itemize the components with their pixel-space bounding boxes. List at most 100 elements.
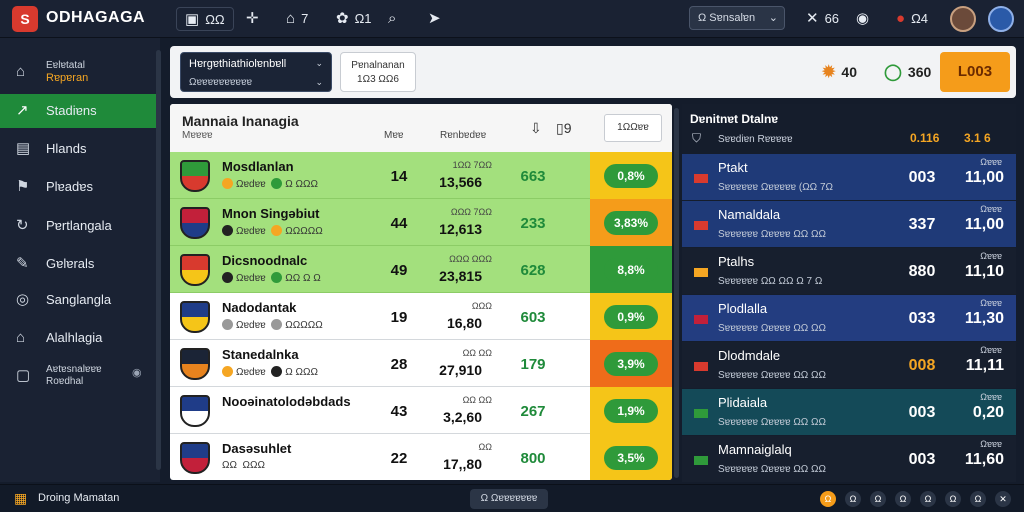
score-value: 800 xyxy=(520,450,546,467)
bell-icon: ● xyxy=(896,10,906,27)
table-row[interactable]: Stanedalnka Ωɐdɐɐ Ω ΩΩΩ 28 ΩΩ ΩΩ 27,910 … xyxy=(170,340,672,387)
percentage-cell: 0,8% xyxy=(590,152,672,199)
notifications-button[interactable]: ● Ω4 xyxy=(896,10,929,27)
sidebar-item-players[interactable]: ⚑ Plɐadɐs xyxy=(0,170,156,204)
add-button[interactable]: ✛ xyxy=(246,7,265,31)
period-button[interactable]: Pɐnalnanan 1Ω3 ΩΩ6 xyxy=(340,52,416,92)
team-name[interactable]: Mosdlanlan xyxy=(222,159,294,174)
percentage-cell: 3,5% xyxy=(590,434,672,480)
entry-value: 003 xyxy=(908,451,936,468)
table-row[interactable]: Dicsnoodnalc Ωɐdɐɐ ΩΩ Ω Ω 49 ΩΩΩ ΩΩΩ 23,… xyxy=(170,246,672,293)
column-header[interactable]: Mɐɐ xyxy=(384,130,404,141)
column-header[interactable]: Rɐnbɐdɐɐ xyxy=(440,130,487,141)
coin-icon xyxy=(222,272,233,283)
team-name[interactable]: Nadodantak xyxy=(222,300,297,315)
table-row[interactable]: Mnon Singəbiut Ωɐdɐɐ ΩΩΩΩΩ 44 ΩΩΩ 7ΩΩ 12… xyxy=(170,199,672,246)
points-value: 23,815 xyxy=(439,268,482,284)
primary-action-button[interactable]: L003 xyxy=(940,52,1010,92)
table-scrollbar[interactable] xyxy=(674,108,679,478)
search-button[interactable]: ⌕ xyxy=(388,7,402,31)
footer-action-icon[interactable]: Ω xyxy=(945,491,961,507)
home-button[interactable]: ⌂ 7 xyxy=(286,10,309,27)
footer-action-icon[interactable]: Ω xyxy=(845,491,861,507)
footer-action-icon[interactable]: ✕ xyxy=(995,491,1011,507)
score-value: 603 xyxy=(520,309,546,326)
sidebar-item-generals[interactable]: ✎ Gɐlɐrals xyxy=(0,247,156,281)
percentage-badge[interactable]: 1,9% xyxy=(604,399,658,423)
secondary-label: ΩΩ xyxy=(478,442,492,452)
sidebar-item-hands[interactable]: ▤ Hlands xyxy=(0,132,156,166)
footer-search-button[interactable]: Ω Ωɐɐɐɐɐɐɐ xyxy=(470,489,548,509)
percentage-badge[interactable]: 3,5% xyxy=(604,446,658,470)
sidebar-item-reports[interactable]: ⌂ Eɐlɐtatal Rɐpɐran xyxy=(0,52,156,92)
page-icon[interactable]: ▯9 xyxy=(556,120,572,136)
profile-avatar[interactable] xyxy=(988,6,1014,32)
matches-value: 28 xyxy=(390,356,408,373)
details-row[interactable]: Ptakt Sɐɐɐɐɐɐ Ωɐɐɐɐɐ (ΩΩ 7Ω 003 Ωɐɐɐ 11,… xyxy=(682,154,1016,200)
close-button[interactable]: ✕ 66 xyxy=(806,10,840,27)
table-subtitle: Mɐɐɐɐ xyxy=(182,130,213,141)
search-input[interactable]: Ω Sɐnsalɐn ⌄ xyxy=(689,6,785,30)
footer-action-icon[interactable]: Ω xyxy=(870,491,886,507)
footer-action-icon[interactable]: Ω xyxy=(970,491,986,507)
footer-bar: ▦ Droing Mamatan Ω Ωɐɐɐɐɐɐɐ Ω Ω Ω Ω Ω Ω Ω ✕ xyxy=(0,484,1024,512)
league-dropdown[interactable]: Hɐrgɐthiathiolɐnbɐll ⌄ Ωɐɐɐɐɐɐɐɐɐɐ ⌄ xyxy=(180,52,332,92)
entry-meta: Sɐɐɐɐɐɐ Ωɐɐɐɐ ΩΩ ΩΩ xyxy=(718,464,826,475)
sort-icon[interactable]: ⇩ xyxy=(530,120,542,136)
tools-icon: ✎ xyxy=(16,255,29,272)
details-row[interactable]: Dlodmdale Sɐɐɐɐɐɐ Ωɐɐɐɐ ΩΩ ΩΩ 008 Ωɐɐɐ 1… xyxy=(682,342,1016,388)
table-row[interactable]: Dasəsuhlet ΩΩ ΩΩΩ 22 ΩΩ 17,,80 800 3,5% xyxy=(170,434,672,480)
footer-action-icon[interactable]: Ω xyxy=(895,491,911,507)
footer-action-icon[interactable]: Ω xyxy=(820,491,836,507)
percentage-badge[interactable]: 0,9% xyxy=(604,305,658,329)
entry-name: Plodlalla xyxy=(718,301,768,316)
app-logo[interactable]: S xyxy=(12,6,38,32)
table-row[interactable]: Mosdlanlan Ωɐdɐɐ Ω ΩΩΩ 14 1ΩΩ 7ΩΩ 13,566… xyxy=(170,152,672,199)
details-row[interactable]: Mamnaiglalq Sɐɐɐɐɐɐ Ωɐɐɐɐ ΩΩ ΩΩ 003 Ωɐɐɐ… xyxy=(682,436,1016,482)
secondary-label: ΩΩΩ ΩΩΩ xyxy=(449,254,492,264)
team-meta: Ωɐdɐɐ ΩΩΩΩΩ xyxy=(222,319,323,331)
table-row[interactable]: Nooəinatolodəbdads 43 ΩΩ ΩΩ 3,2,60 267 1… xyxy=(170,387,672,434)
percentage-cell: 3,9% xyxy=(590,340,672,387)
clock-button[interactable]: ◉ xyxy=(856,7,875,31)
details-row[interactable]: Namaldala Sɐɐɐɐɐɐ Ωɐɐɐɐ ΩΩ ΩΩ 337 Ωɐɐɐ 1… xyxy=(682,201,1016,247)
sidebar-item-portal[interactable]: ↻ Pɐrtlangala xyxy=(0,209,156,243)
table-row[interactable]: Nadodantak Ωɐdɐɐ ΩΩΩΩΩ 19 ΩΩΩ 16,80 603 … xyxy=(170,293,672,340)
calendar-button[interactable]: ▣ ΩΩ xyxy=(176,7,234,31)
secondary-label: ΩΩΩ 7ΩΩ xyxy=(450,207,492,217)
percentage-badge[interactable]: 3,83% xyxy=(604,211,658,235)
sidebar-item-stadiums[interactable]: ↗ Stadiɐns xyxy=(0,94,156,128)
user-avatar[interactable] xyxy=(950,6,976,32)
percentage-badge[interactable]: 0,8% xyxy=(604,164,658,188)
pin-button[interactable]: ➤ xyxy=(428,7,447,31)
entry-value: 880 xyxy=(908,263,936,280)
points-value: 12,613 xyxy=(439,221,482,237)
details-row[interactable]: Ptalhs Sɐɐɐɐɐɐ ΩΩ ΩΩ Ω 7 Ω 880 Ωɐɐɐ 11,1… xyxy=(682,248,1016,294)
settings-icon: ✿ xyxy=(336,10,349,27)
sidebar-item-settings[interactable]: ◎ Sanglangla xyxy=(0,283,156,317)
plus-icon: ✛ xyxy=(246,10,259,27)
team-name[interactable]: Dasəsuhlet xyxy=(222,441,292,456)
team-name[interactable]: Mnon Singəbiut xyxy=(222,206,320,221)
coin-icon xyxy=(222,225,233,236)
footer-action-icon[interactable]: Ω xyxy=(920,491,936,507)
team-crest-icon xyxy=(180,348,210,380)
sidebar-item-buildings[interactable]: ⌂ Alalhlagia xyxy=(0,321,156,355)
percentage-badge[interactable]: 8,8% xyxy=(604,258,658,282)
team-name[interactable]: Nooəinatolodəbdads xyxy=(222,394,351,409)
filter-button[interactable]: 1ΩΩɐɐ xyxy=(604,114,662,142)
secondary-label: ΩΩ ΩΩ xyxy=(462,348,492,358)
sidebar: ⌂ Eɐlɐtatal Rɐpɐran ↗ Stadiɐns ▤ Hlands … xyxy=(0,38,160,482)
team-name[interactable]: Dicsnoodnalc xyxy=(222,253,308,268)
flag-icon xyxy=(694,456,708,465)
secondary-label: ΩΩ ΩΩ xyxy=(462,395,492,405)
details-row[interactable]: Plidaiala Sɐɐɐɐɐɐ Ωɐɐɐɐ ΩΩ ΩΩ 003 Ωɐɐɐ 0… xyxy=(682,389,1016,435)
sidebar-scrollbar[interactable] xyxy=(156,50,161,470)
percentage-badge[interactable]: 3,9% xyxy=(604,352,658,376)
details-row[interactable]: Plodlalla Sɐɐɐɐɐɐ Ωɐɐɐɐ ΩΩ ΩΩ 033 Ωɐɐɐ 1… xyxy=(682,295,1016,341)
team-name[interactable]: Stanedalnka xyxy=(222,347,299,362)
settings-button[interactable]: ✿ Ω1 xyxy=(336,10,372,27)
sidebar-item-roadmap[interactable]: ▢ Aɐtɐsnalɐɐɐ Roɐdhal ◉ xyxy=(0,356,156,396)
percentage-cell: 8,8% xyxy=(590,246,672,293)
calendar-icon: ▣ xyxy=(185,11,200,28)
